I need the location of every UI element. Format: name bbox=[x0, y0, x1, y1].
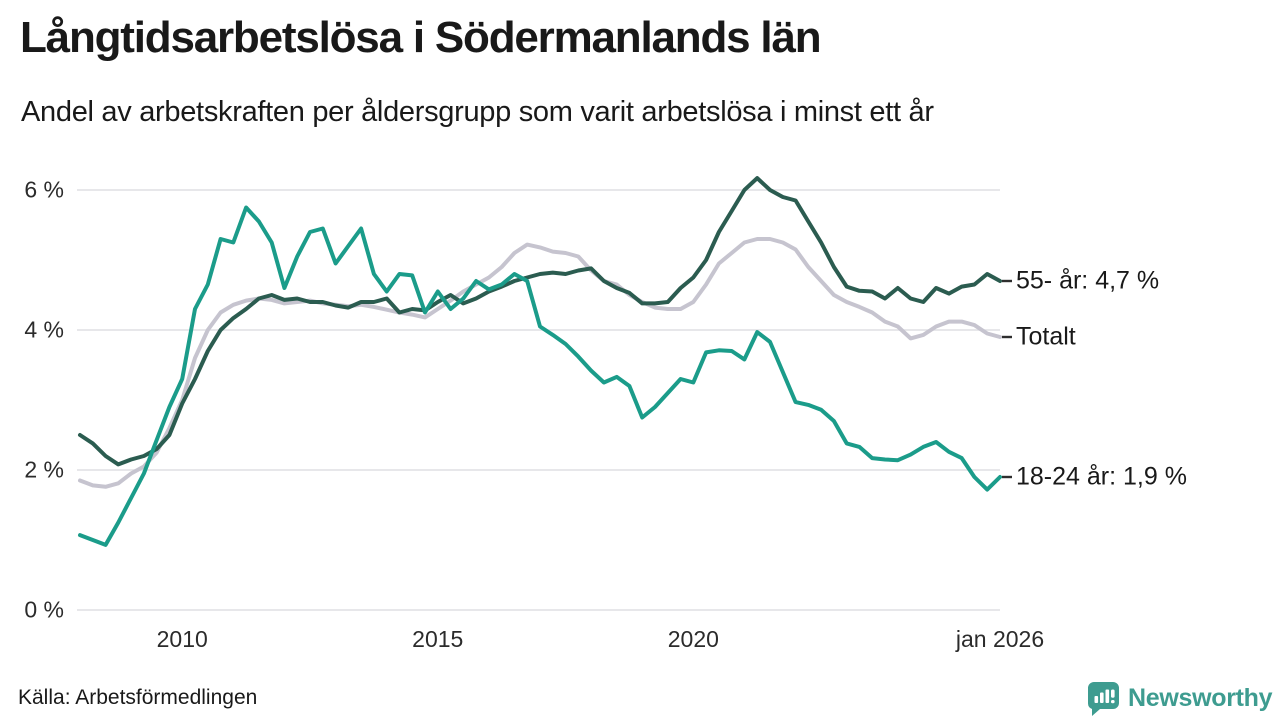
series-label-totalt: Totalt bbox=[1016, 322, 1076, 351]
series-label-55-ar: 55- år: 4,7 % bbox=[1016, 266, 1160, 295]
x-axis-tick-3: jan 2026 bbox=[955, 626, 1045, 652]
x-axis-tick-1: 2015 bbox=[412, 626, 464, 652]
x-axis-tick-2: 2020 bbox=[667, 626, 719, 652]
newsworthy-logo: Newsworthy bbox=[1086, 680, 1273, 717]
source-label: Källa: Arbetsförmedlingen bbox=[18, 686, 258, 709]
series-line-Totalt bbox=[78, 237, 1002, 489]
y-axis-tick-2: 4 % bbox=[24, 316, 64, 343]
y-axis-tick-3: 6 % bbox=[24, 176, 64, 203]
newsworthy-wordmark: Newsworthy bbox=[1128, 684, 1273, 712]
chart-subtitle: Andel av arbetskraften per åldersgrupp s… bbox=[21, 96, 934, 128]
y-axis-tick-0: 0 % bbox=[24, 596, 64, 623]
series-label-18-24-ar: 18-24 år: 1,9 % bbox=[1016, 462, 1187, 491]
x-axis-tick-0: 2010 bbox=[156, 626, 208, 652]
chart-title: Långtidsarbetslösa i Södermanlands län bbox=[20, 13, 822, 62]
series-line-18-24 år bbox=[78, 205, 1002, 547]
y-axis-tick-1: 2 % bbox=[24, 456, 64, 483]
speech-bubble-bar-chart-icon bbox=[1088, 682, 1119, 716]
series-line-55- år bbox=[78, 176, 1002, 467]
